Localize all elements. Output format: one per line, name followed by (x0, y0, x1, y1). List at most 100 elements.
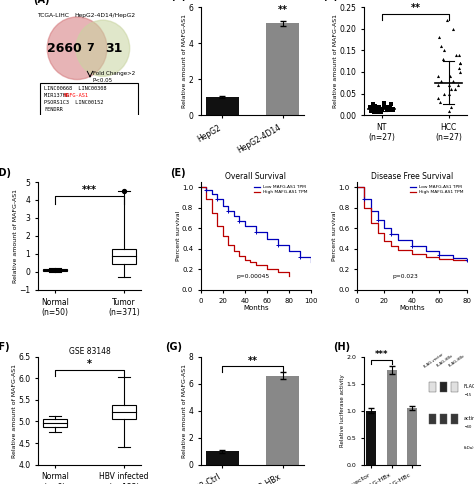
Y-axis label: Relative amount of MAFG-AS1: Relative amount of MAFG-AS1 (12, 363, 17, 458)
Point (371, 104, 378, 112)
Point (389, 106, 397, 114)
Point (449, 25, 457, 33)
Bar (43, 269, 67, 271)
Point (375, 104, 383, 111)
Point (455, 64, 463, 72)
Point (379, 105, 386, 113)
Point (370, 106, 378, 114)
X-axis label: Months: Months (243, 305, 269, 311)
Text: 2660: 2660 (47, 42, 82, 55)
Text: ***: *** (82, 185, 97, 196)
Legend: Low MAFG-AS1 TPM, High MAFG-AS1 TPM: Low MAFG-AS1 TPM, High MAFG-AS1 TPM (410, 184, 465, 195)
Point (375, 106, 383, 114)
Point (434, 94, 442, 102)
Text: 31: 31 (106, 42, 123, 55)
Text: (H): (H) (333, 343, 350, 352)
Text: LINC00668  LINC00308: LINC00668 LINC00308 (44, 86, 107, 91)
Text: p=0.023: p=0.023 (392, 273, 418, 279)
Bar (387, 370, 397, 465)
Bar (266, 376, 299, 465)
Bar (429, 414, 436, 424)
Text: FLAG: FLAG (464, 384, 474, 389)
Y-axis label: Percent survival: Percent survival (332, 211, 337, 261)
Y-axis label: Relative amount of MAFG-AS1: Relative amount of MAFG-AS1 (333, 14, 338, 108)
Point (385, 106, 392, 113)
Point (452, 85, 459, 93)
Point (381, 99, 388, 107)
Y-axis label: Relative amount of MAFG-AS1: Relative amount of MAFG-AS1 (182, 363, 187, 458)
Point (376, 106, 384, 114)
Y-axis label: Percent survival: Percent survival (175, 211, 181, 261)
Point (381, 103, 388, 110)
Point (438, 42, 445, 50)
Bar (440, 414, 447, 424)
Bar (206, 97, 239, 115)
Bar (429, 381, 436, 393)
Point (120, 187, 128, 195)
Text: *: * (87, 359, 92, 369)
FancyBboxPatch shape (40, 83, 138, 116)
Point (444, 16, 451, 24)
Legend: Low MAFG-AS1 TPM, High MAFG-AS1 TPM: Low MAFG-AS1 TPM, High MAFG-AS1 TPM (254, 184, 309, 195)
Point (370, 102, 377, 109)
Point (456, 60, 464, 67)
Point (453, 51, 460, 59)
Text: **: ** (247, 356, 257, 365)
Text: **: ** (278, 5, 288, 15)
Text: HepG2-4D14/HepG2: HepG2-4D14/HepG2 (74, 14, 136, 18)
Point (373, 105, 381, 113)
Bar (112, 249, 137, 264)
Text: (B): (B) (170, 0, 186, 1)
Text: (E): (E) (170, 167, 186, 178)
Point (440, 46, 448, 54)
Point (383, 105, 391, 113)
Text: **: ** (410, 3, 420, 13)
Text: actin: actin (464, 416, 474, 421)
Text: Fold Change>2
P<0.05: Fold Change>2 P<0.05 (92, 71, 135, 83)
Bar (43, 419, 67, 427)
Text: TCGA-LIHC: TCGA-LIHC (37, 14, 69, 18)
Text: p=0.00045: p=0.00045 (236, 273, 269, 279)
Point (381, 103, 388, 110)
Text: (kDa): (kDa) (464, 446, 474, 451)
Point (370, 108, 377, 116)
Text: FLAG-HBx: FLAG-HBx (436, 353, 454, 368)
Text: ─15: ─15 (464, 393, 471, 396)
Point (456, 68, 464, 76)
Point (436, 98, 444, 106)
Y-axis label: Relative amount of MAFG-AS1: Relative amount of MAFG-AS1 (182, 14, 187, 108)
Point (446, 81, 453, 89)
Point (440, 90, 448, 97)
X-axis label: Months: Months (399, 305, 425, 311)
Point (367, 107, 375, 115)
Text: FENDRR: FENDRR (44, 106, 63, 112)
Text: FLAG-HBc: FLAG-HBc (447, 353, 465, 368)
Point (439, 55, 447, 63)
Text: ─40: ─40 (464, 425, 471, 429)
Bar (451, 414, 458, 424)
Point (435, 33, 443, 41)
Y-axis label: Relative luciferase activity: Relative luciferase activity (340, 374, 345, 447)
Text: 7: 7 (86, 43, 94, 53)
Text: (A): (A) (33, 0, 49, 5)
Point (437, 77, 445, 85)
Point (377, 108, 384, 116)
Point (445, 90, 453, 97)
Point (449, 77, 456, 85)
Text: FLAG-vector: FLAG-vector (423, 352, 445, 369)
Bar (112, 405, 137, 419)
Point (434, 81, 441, 89)
Point (455, 81, 462, 89)
Text: (G): (G) (165, 343, 182, 352)
Text: (C): (C) (322, 0, 339, 1)
Circle shape (47, 17, 107, 79)
Y-axis label: Relative amount of MAFG-AS1: Relative amount of MAFG-AS1 (13, 189, 18, 283)
Bar (407, 408, 417, 465)
Title: Overall Survival: Overall Survival (225, 172, 286, 181)
Point (369, 101, 377, 108)
Point (371, 102, 379, 109)
Point (447, 85, 455, 93)
Bar (440, 381, 447, 393)
Title: Disease Free Survival: Disease Free Survival (371, 172, 453, 181)
Point (446, 73, 454, 80)
